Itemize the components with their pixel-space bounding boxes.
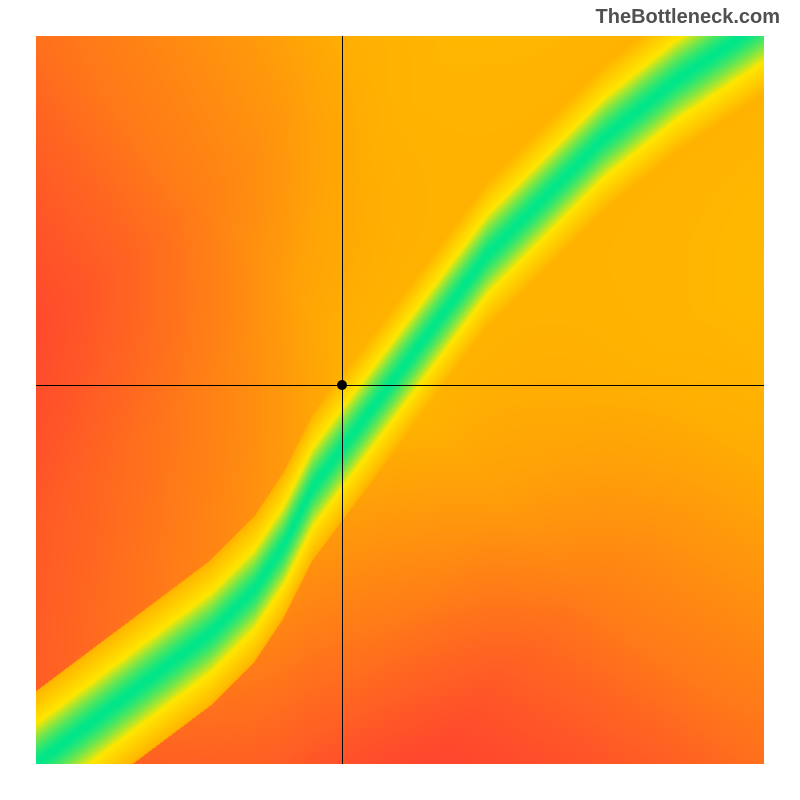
heatmap-canvas [36,36,764,764]
heatmap-chart [36,36,764,764]
watermark-text: TheBottleneck.com [596,6,780,29]
data-marker [337,380,347,390]
crosshair-vertical [342,36,343,764]
crosshair-horizontal [36,385,764,386]
